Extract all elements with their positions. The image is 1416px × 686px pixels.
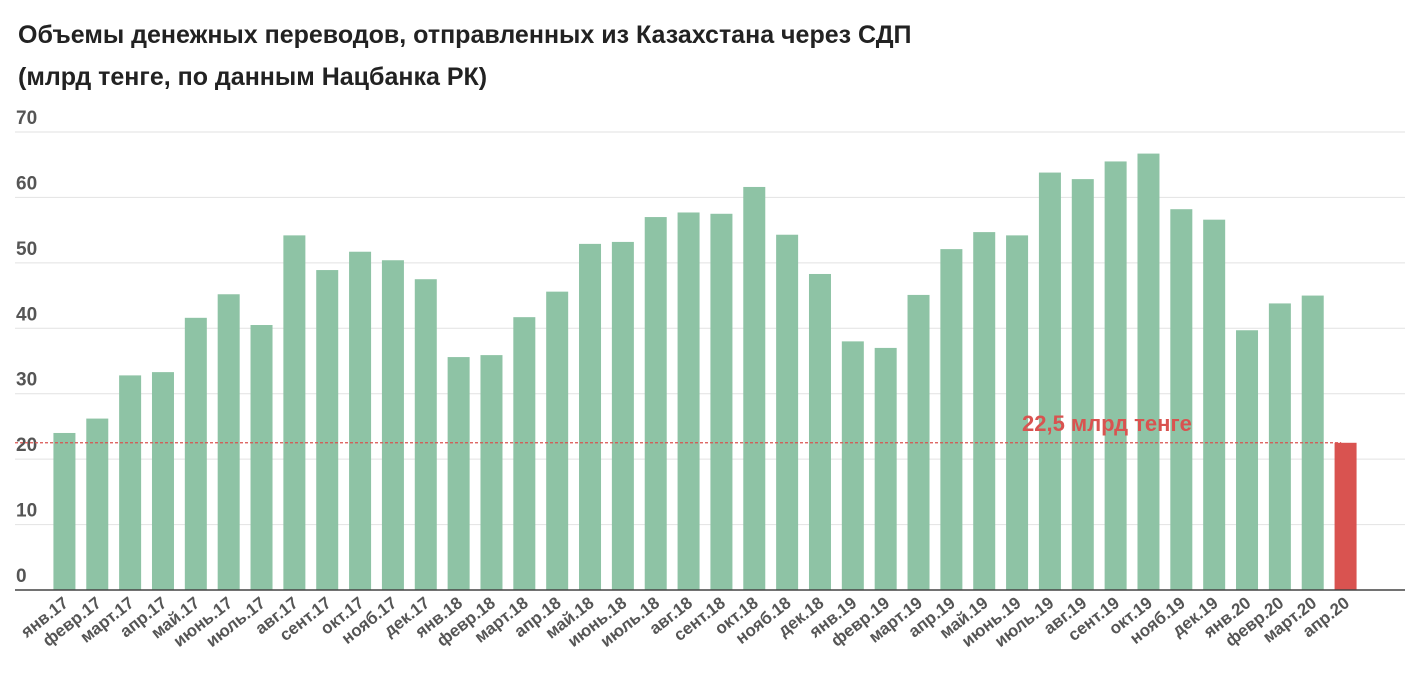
bar (808, 273, 831, 590)
bar (349, 251, 372, 590)
y-tick-label: 30 (16, 370, 37, 391)
chart-title-block: Объемы денежных переводов, отправленных … (18, 14, 1398, 98)
bar (151, 372, 174, 590)
bar (1137, 153, 1160, 590)
bar (447, 357, 470, 590)
y-tick-label: 40 (16, 304, 37, 325)
bar (940, 249, 963, 591)
bar (513, 317, 536, 590)
bar (217, 294, 240, 590)
y-tick-label: 60 (16, 173, 37, 194)
y-tick-label: 50 (16, 239, 37, 260)
bar (86, 418, 109, 590)
bar (907, 294, 930, 590)
y-tick-label: 20 (16, 435, 37, 456)
y-tick-label: 0 (16, 566, 27, 587)
bar (644, 217, 667, 591)
y-tick-label: 70 (16, 108, 37, 129)
chart-title: Объемы денежных переводов, отправленных … (18, 21, 912, 49)
y-tick-label: 10 (16, 501, 37, 522)
bar (677, 212, 700, 590)
bar (184, 317, 207, 590)
bar (1071, 179, 1094, 590)
bar (381, 260, 404, 590)
bar (579, 243, 602, 590)
bar (1236, 330, 1259, 590)
bar (1006, 235, 1029, 590)
bar (1038, 172, 1061, 590)
bar (1104, 161, 1127, 590)
bar (53, 432, 76, 590)
bar (316, 270, 339, 590)
bar (414, 279, 437, 590)
bar (250, 325, 273, 590)
bar (1334, 442, 1357, 590)
bar (611, 241, 634, 591)
bar (973, 232, 996, 590)
bar (841, 341, 864, 590)
bar (480, 355, 503, 590)
bar (283, 235, 306, 590)
bar (546, 291, 569, 590)
bar (776, 234, 799, 591)
bar (1170, 209, 1193, 590)
bar (874, 347, 897, 590)
reference-line-label: 22,5 млрд тенге (1022, 411, 1192, 436)
bar (1203, 219, 1226, 590)
bar (743, 186, 766, 590)
bar (1268, 303, 1291, 590)
chart-subtitle: (млрд тенге, по данным Нацбанка РК) (18, 63, 488, 91)
bar (119, 375, 142, 590)
bar (710, 213, 733, 591)
